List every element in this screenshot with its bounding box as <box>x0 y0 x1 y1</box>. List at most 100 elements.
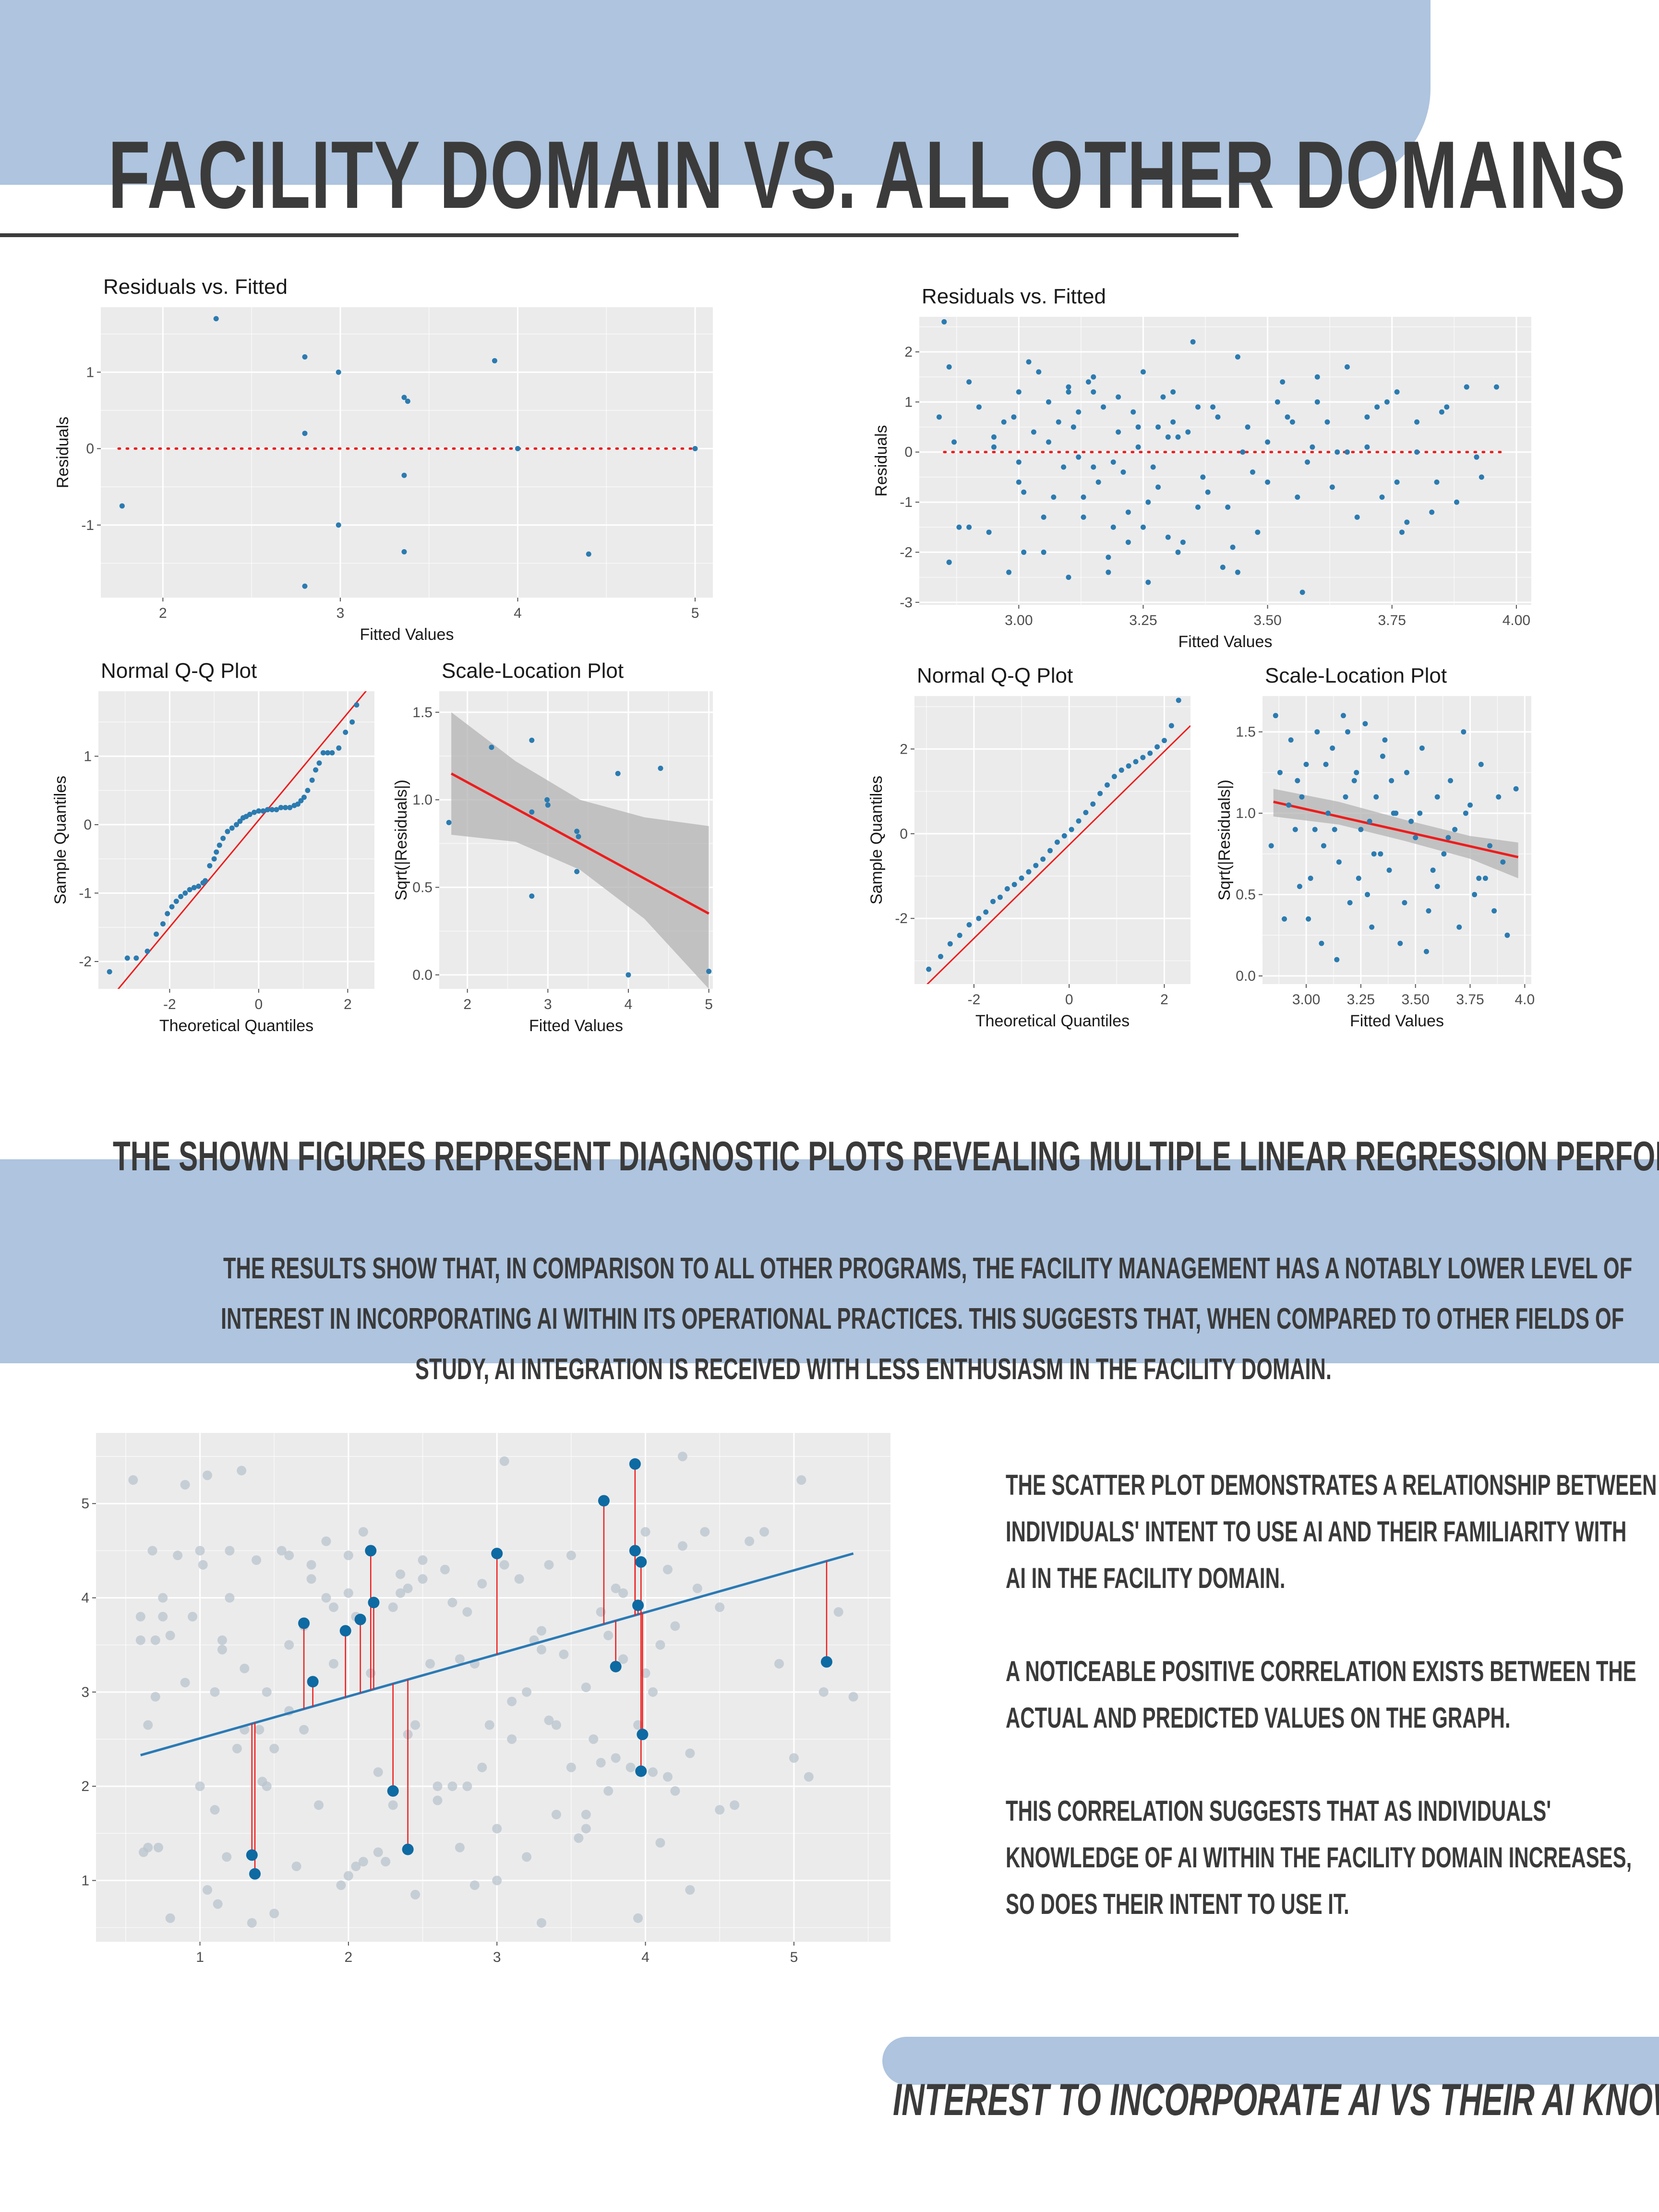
background-point <box>537 1645 547 1655</box>
chart-facility-qq-svg: -2 0 2 -2 -1 0 1 Normal Q-Q Plot Theoretical Qua… <box>51 659 374 1035</box>
data-point <box>1056 419 1061 425</box>
background-point <box>153 1842 163 1852</box>
background-point <box>469 1880 480 1890</box>
chart-facility-scale-location-svg: 2 3 4 5 0.0 0.5 1.0 1.5 Scale-Location Plot Fitte… <box>392 659 713 1035</box>
background-point <box>833 1607 843 1617</box>
data-point <box>1379 494 1385 500</box>
data-point <box>574 869 580 875</box>
data-point <box>401 549 407 554</box>
data-point <box>976 915 982 921</box>
data-point <box>305 788 311 793</box>
data-point <box>1382 737 1388 743</box>
data-point <box>1069 827 1074 832</box>
y-tick-label: 1.5 <box>1236 724 1256 740</box>
background-point <box>574 1833 584 1843</box>
data-point <box>1334 449 1340 455</box>
y-axis-label: Sample Quantiles <box>51 776 70 904</box>
data-point <box>1448 778 1454 783</box>
data-point <box>1190 339 1196 345</box>
y-tick-label: 2 <box>900 741 908 757</box>
y-tick-label: 0.5 <box>1236 887 1256 903</box>
data-point <box>1054 839 1060 845</box>
data-point <box>991 444 997 450</box>
background-point <box>662 1772 673 1782</box>
background-point <box>351 1861 361 1871</box>
y-tick-label: 0 <box>86 441 94 457</box>
results-line-2: INTEREST IN INCORPORATING AI WITHIN ITS … <box>221 1302 1624 1335</box>
data-point <box>1310 444 1315 450</box>
data-point <box>196 883 202 889</box>
side-p1-line-3: AI IN THE FACILITY DOMAIN. <box>1006 1562 1286 1594</box>
x-tick-label: 4 <box>625 997 633 1012</box>
background-point <box>477 1762 487 1772</box>
data-point <box>1135 444 1141 450</box>
background-point <box>269 1909 279 1919</box>
data-point <box>1434 884 1440 890</box>
data-point <box>225 829 230 834</box>
background-point <box>818 1687 829 1697</box>
x-tick-label: 3.75 <box>1378 613 1406 628</box>
data-point <box>107 969 112 974</box>
highlight-point <box>610 1660 622 1672</box>
background-point <box>589 1734 599 1744</box>
data-point <box>946 559 952 565</box>
data-point <box>1306 916 1311 922</box>
data-point <box>1374 404 1380 410</box>
background-point <box>180 1479 190 1490</box>
y-tick-label: -2 <box>79 954 92 970</box>
data-point <box>1371 851 1377 857</box>
data-point <box>214 849 219 855</box>
x-tick-label: 3 <box>493 1949 501 1965</box>
background-point <box>336 1880 346 1890</box>
results-line-1: THE RESULTS SHOW THAT, IN COMPARISON TO … <box>223 1252 1633 1285</box>
data-point <box>983 909 989 915</box>
data-point <box>1016 479 1022 485</box>
data-point <box>1076 454 1082 460</box>
background-point <box>388 1602 398 1612</box>
data-point <box>1161 738 1167 744</box>
background-point <box>618 1654 628 1664</box>
data-point <box>1066 384 1071 390</box>
data-point <box>1180 540 1186 545</box>
data-point <box>1051 494 1057 500</box>
data-point <box>1394 389 1400 395</box>
data-point <box>1329 484 1335 490</box>
x-tick-label: 0 <box>1065 992 1073 1008</box>
data-point <box>287 805 293 810</box>
background-point <box>210 1805 220 1815</box>
data-point <box>1463 810 1468 816</box>
data-point <box>1220 565 1226 570</box>
data-point <box>1031 429 1036 435</box>
y-tick-label: 0.0 <box>412 967 433 983</box>
background-point <box>195 1546 205 1556</box>
data-point <box>302 431 308 436</box>
data-point <box>401 472 407 478</box>
data-point <box>1235 354 1240 360</box>
results-line-3: STUDY, AI INTEGRATION IS RECEIVED WITH L… <box>415 1353 1332 1386</box>
data-point <box>926 966 932 972</box>
header-band <box>0 0 1431 185</box>
x-tick-label: 2 <box>463 997 471 1012</box>
data-point <box>1336 859 1342 865</box>
data-point <box>1323 761 1329 767</box>
background-point <box>692 1583 702 1593</box>
chart-facility-scale-location: 2 3 4 5 0.0 0.5 1.0 1.5 Scale-Location Plot Fitte… <box>384 653 720 1037</box>
data-point <box>966 922 972 927</box>
data-point <box>1343 794 1348 800</box>
data-point <box>1076 409 1082 415</box>
background-point <box>522 1852 532 1862</box>
chart-title: Residuals vs. Fitted <box>922 285 1106 308</box>
y-axis-label: Sqrt(|Residuals|) <box>392 780 410 901</box>
data-point <box>1426 908 1431 914</box>
data-point <box>1351 778 1357 783</box>
plot-panel <box>98 691 374 989</box>
y-tick-label: -2 <box>900 544 913 560</box>
background-point <box>198 1560 208 1570</box>
data-point <box>1344 449 1350 455</box>
chart-ai-scatter-svg: 1 2 3 4 5 1 2 3 4 5 <box>81 1433 890 1965</box>
data-point <box>203 878 208 884</box>
data-point <box>1120 469 1126 475</box>
data-point <box>1454 499 1460 505</box>
data-point <box>1334 957 1340 962</box>
data-point <box>1011 882 1017 888</box>
